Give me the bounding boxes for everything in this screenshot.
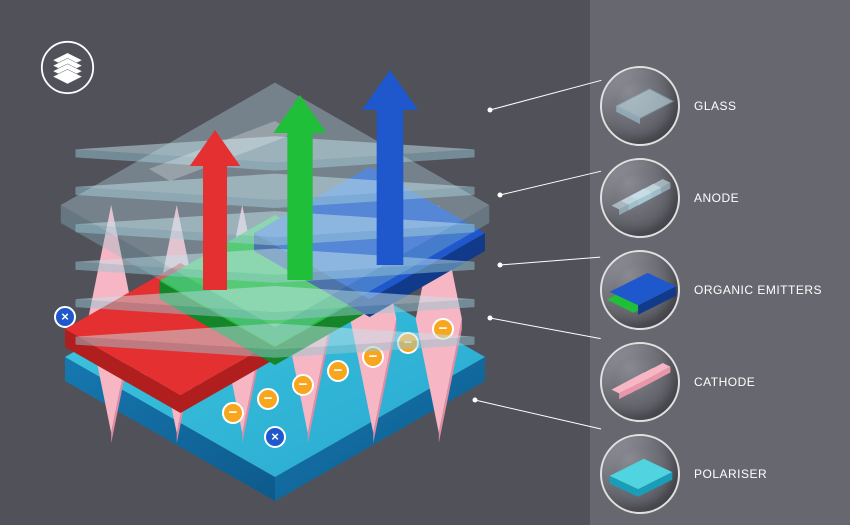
legend-swatch-cathode: [600, 342, 680, 422]
legend-label-polariser: POLARISER: [694, 467, 767, 481]
legend-item-emitters: ORGANIC EMITTERS: [600, 244, 822, 336]
legend-label-cathode: CATHODE: [694, 375, 755, 389]
legend-swatch-anode: [600, 158, 680, 238]
legend-item-glass: GLASS: [600, 60, 737, 152]
legend-label-glass: GLASS: [694, 99, 737, 113]
legend-swatch-emitters: [600, 250, 680, 330]
legend-item-polariser: POLARISER: [600, 428, 767, 520]
legend-item-cathode: CATHODE: [600, 336, 755, 428]
legend-swatch-polariser: [600, 434, 680, 514]
legend-swatch-glass: [600, 66, 680, 146]
legend-label-anode: ANODE: [694, 191, 739, 205]
legend-item-anode: ANODE: [600, 152, 739, 244]
legend-label-emitters: ORGANIC EMITTERS: [694, 283, 822, 297]
